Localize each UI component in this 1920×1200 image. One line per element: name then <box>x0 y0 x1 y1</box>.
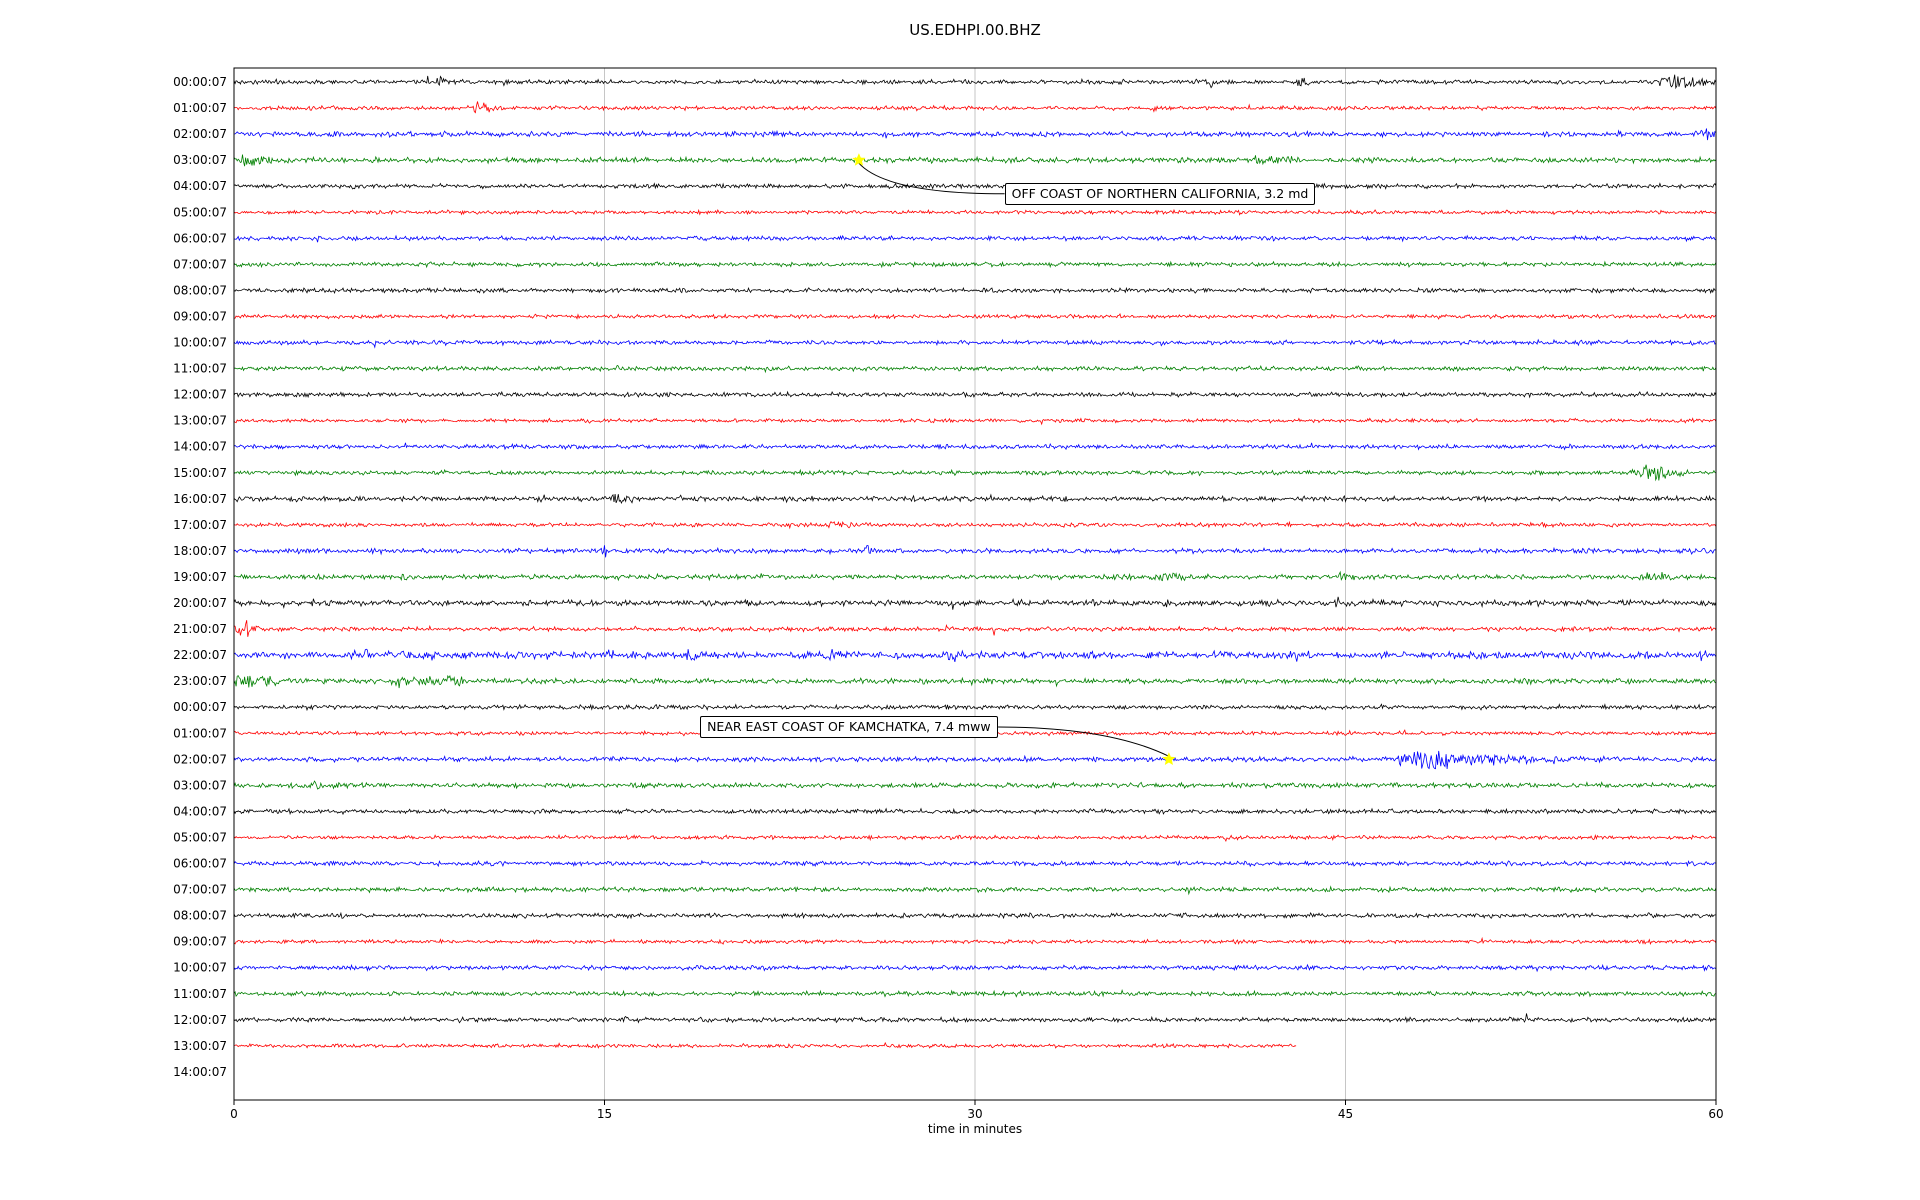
trace-row <box>233 464 1717 482</box>
x-axis-label: time in minutes <box>928 1122 1022 1136</box>
trace-time-label: 19:00:07 <box>173 570 227 584</box>
trace-row <box>233 154 1717 167</box>
trace-time-label: 10:00:07 <box>173 336 227 350</box>
trace-row <box>233 313 1717 320</box>
trace-row <box>233 833 1717 843</box>
trace-row <box>233 520 1717 530</box>
trace-row <box>233 1013 1717 1024</box>
event-marker-star <box>852 153 866 166</box>
trace-row <box>233 338 1717 349</box>
trace-row <box>233 182 1717 191</box>
annotation-leader <box>858 162 1005 195</box>
x-tick-label: 45 <box>1338 1107 1353 1121</box>
trace-time-label: 09:00:07 <box>173 935 227 949</box>
x-tick-label: 30 <box>967 1107 982 1121</box>
trace-time-label: 06:00:07 <box>173 231 227 245</box>
trace-time-label: 00:00:07 <box>173 700 227 714</box>
trace-row <box>233 1041 1297 1049</box>
trace-time-label: 01:00:07 <box>173 726 227 740</box>
trace-time-label: 23:00:07 <box>173 674 227 688</box>
trace-row <box>233 208 1717 216</box>
trace-time-label: 07:00:07 <box>173 883 227 897</box>
trace-time-label: 05:00:07 <box>173 205 227 219</box>
trace-row <box>233 596 1717 610</box>
trace-row <box>233 74 1717 90</box>
trace-row <box>233 911 1716 920</box>
trace-time-label: 14:00:07 <box>173 440 227 454</box>
trace-time-label: 10:00:07 <box>173 961 227 975</box>
trace-row <box>233 493 1717 505</box>
trace-row <box>233 364 1717 374</box>
trace-time-label: 04:00:07 <box>173 804 227 818</box>
trace-row <box>233 674 1717 689</box>
x-tick-label: 60 <box>1708 1107 1723 1121</box>
trace-time-label: 13:00:07 <box>173 414 227 428</box>
trace-time-label: 17:00:07 <box>173 518 227 532</box>
trace-time-label: 11:00:07 <box>173 362 227 376</box>
trace-time-label: 22:00:07 <box>173 648 227 662</box>
trace-row <box>233 128 1717 141</box>
annotation-leader <box>998 726 1170 757</box>
trace-row <box>233 648 1717 662</box>
trace-time-label: 08:00:07 <box>173 283 227 297</box>
trace-row <box>233 442 1717 451</box>
trace-time-label: 11:00:07 <box>173 987 227 1001</box>
annotation-northern-california: OFF COAST OF NORTHERN CALIFORNIA, 3.2 md <box>1004 182 1316 205</box>
trace-time-label: 02:00:07 <box>173 127 227 141</box>
trace-row <box>233 963 1717 973</box>
trace-row <box>233 260 1717 269</box>
trace-time-label: 05:00:07 <box>173 830 227 844</box>
trace-time-label: 09:00:07 <box>173 309 227 323</box>
trace-row <box>233 988 1717 998</box>
trace-row <box>233 780 1717 790</box>
trace-time-label: 04:00:07 <box>173 179 227 193</box>
trace-row <box>233 286 1717 295</box>
trace-time-label: 02:00:07 <box>173 752 227 766</box>
trace-row <box>233 417 1717 426</box>
trace-time-label: 07:00:07 <box>173 257 227 271</box>
trace-time-label: 16:00:07 <box>173 492 227 506</box>
trace-time-label: 01:00:07 <box>173 101 227 115</box>
trace-row <box>233 750 1717 770</box>
plot-title: US.EDHPI.00.BHZ <box>909 21 1041 39</box>
event-marker-star <box>1162 752 1176 765</box>
trace-row <box>233 807 1717 816</box>
trace-row <box>233 234 1717 243</box>
trace-row <box>233 936 1717 946</box>
x-tick-label: 15 <box>597 1107 612 1121</box>
trace-time-label: 12:00:07 <box>173 1013 227 1027</box>
trace-time-label: 03:00:07 <box>173 153 227 167</box>
trace-time-label: 20:00:07 <box>173 596 227 610</box>
trace-time-label: 08:00:07 <box>173 909 227 923</box>
trace-row <box>233 859 1717 868</box>
trace-row <box>233 703 1717 712</box>
trace-row <box>233 885 1717 896</box>
trace-row <box>233 544 1717 558</box>
trace-time-label: 13:00:07 <box>173 1039 227 1053</box>
annotation-kamchatka: NEAR EAST COAST OF KAMCHATKA, 7.4 mww <box>700 715 998 738</box>
trace-time-label: 15:00:07 <box>173 466 227 480</box>
trace-row <box>233 570 1717 582</box>
trace-time-label: 03:00:07 <box>173 778 227 792</box>
trace-row <box>233 390 1717 399</box>
trace-time-label: 12:00:07 <box>173 388 227 402</box>
trace-time-label: 18:00:07 <box>173 544 227 558</box>
trace-row <box>233 620 1717 637</box>
x-tick-label: 0 <box>230 1107 238 1121</box>
trace-time-label: 06:00:07 <box>173 857 227 871</box>
trace-time-label: 00:00:07 <box>173 75 227 89</box>
trace-row <box>234 101 1717 114</box>
trace-time-label: 14:00:07 <box>173 1065 227 1079</box>
trace-time-label: 21:00:07 <box>173 622 227 636</box>
